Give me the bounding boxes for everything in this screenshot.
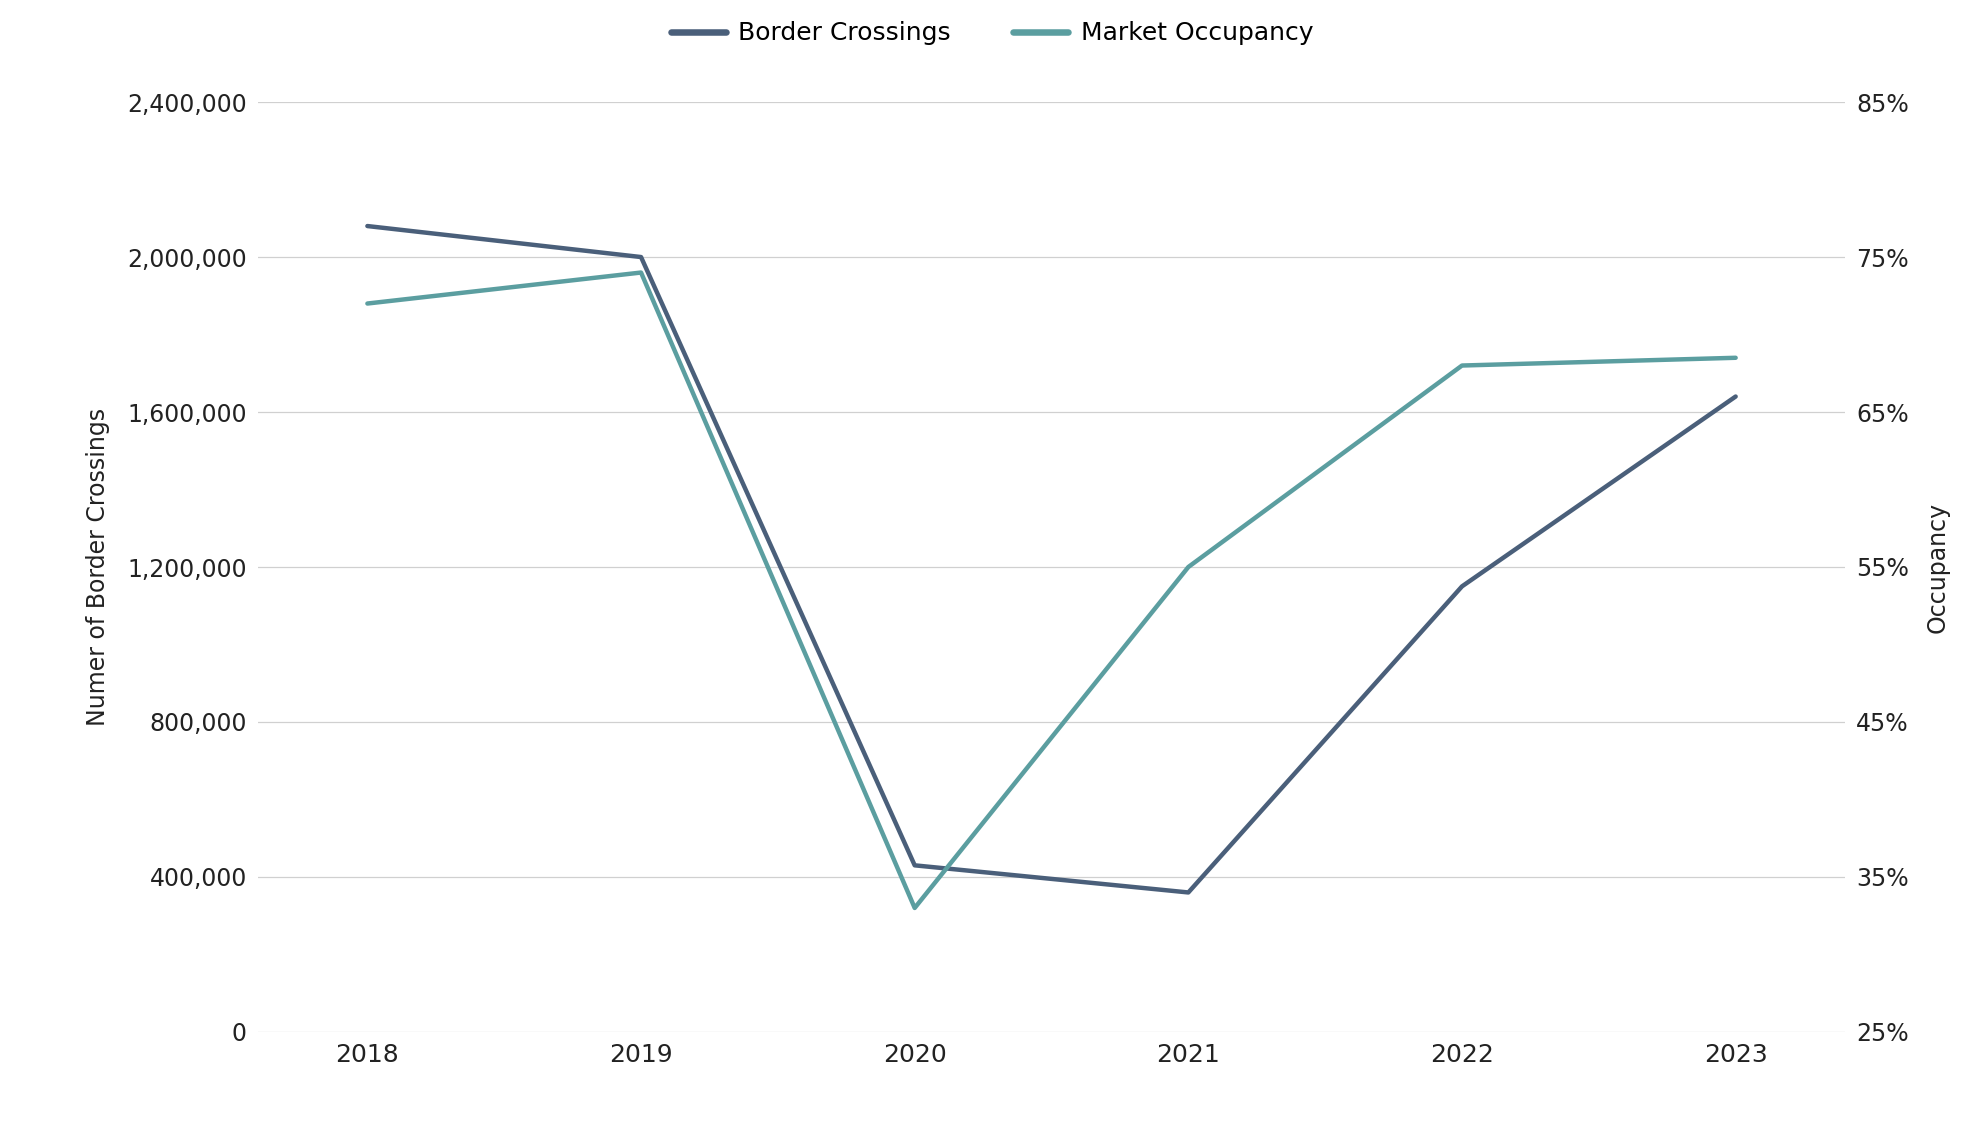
Legend: Border Crossings, Market Occupancy: Border Crossings, Market Occupancy [661, 11, 1323, 56]
Line: Market Occupancy: Market Occupancy [367, 272, 1736, 908]
Border Crossings [1177, 886, 1200, 899]
Market Occupancy [355, 297, 379, 311]
Market Occupancy [629, 265, 653, 279]
Border Crossings [1450, 579, 1474, 593]
Market Occupancy [1724, 350, 1748, 364]
Border Crossings [1724, 390, 1748, 404]
Y-axis label: Occupancy: Occupancy [1926, 501, 1950, 633]
Border Crossings [355, 219, 379, 232]
Y-axis label: Numer of Border Crossings: Numer of Border Crossings [87, 408, 111, 726]
Line: Border Crossings: Border Crossings [367, 226, 1736, 892]
Market Occupancy [1450, 358, 1474, 372]
Border Crossings [629, 251, 653, 264]
Market Occupancy [903, 902, 927, 915]
Border Crossings [903, 858, 927, 872]
Market Occupancy [1177, 560, 1200, 574]
